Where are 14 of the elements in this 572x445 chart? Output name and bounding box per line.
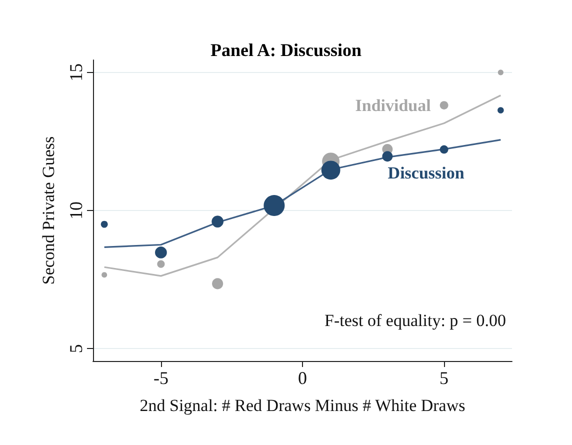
series-label: Individual	[355, 96, 432, 115]
x-tick-label: 5	[440, 368, 449, 388]
y-axis-title: Second Private Guess	[39, 136, 58, 285]
y-tick-label: 15	[66, 63, 86, 82]
line-series	[104, 139, 502, 248]
line-series	[104, 94, 502, 277]
y-tick-label: 5	[66, 344, 86, 354]
x-tick-label: 0	[298, 368, 307, 388]
annotation: F-test of equality: p = 0.00	[324, 311, 506, 330]
y-tick-label: 10	[66, 202, 86, 220]
chart-title: Panel A: Discussion	[210, 40, 362, 60]
x-axis-title: 2nd Signal: # Red Draws Minus # White Draws	[140, 396, 466, 415]
series-label: Discussion	[388, 164, 465, 183]
x-tick-label: -5	[153, 368, 168, 388]
